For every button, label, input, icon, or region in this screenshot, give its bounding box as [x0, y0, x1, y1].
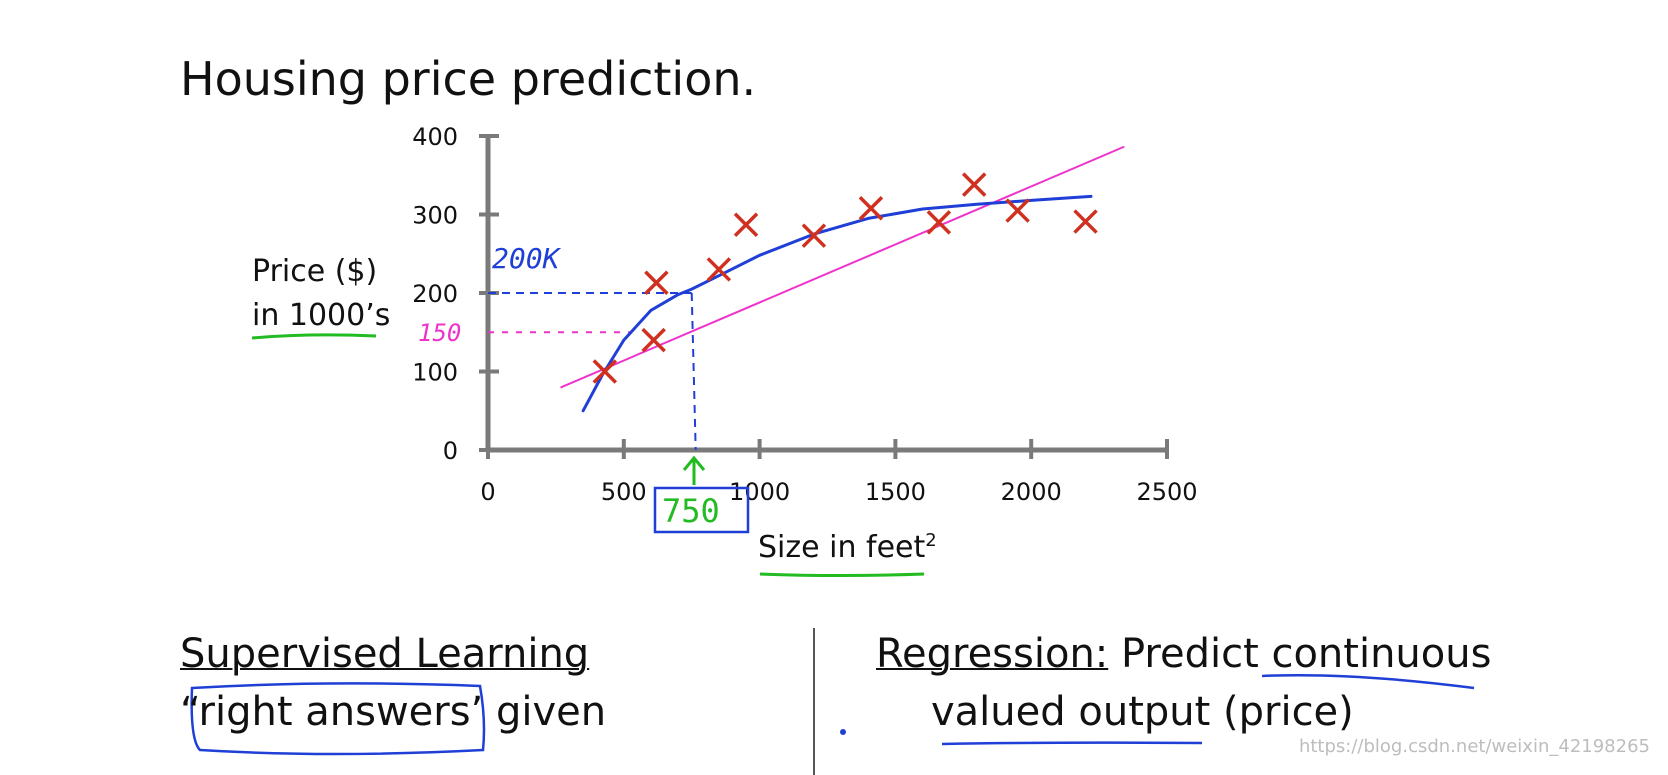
y-axis-label-line1: Price ($) [252, 254, 378, 289]
stray-dot [840, 729, 846, 735]
annotation-guides [488, 292, 697, 451]
quadratic-fit-line [581, 194, 1093, 413]
annotation-750-box [653, 486, 750, 534]
given-text: given [483, 689, 607, 735]
y-tick-label: 100 [412, 359, 458, 387]
annotation-750: 750 [662, 492, 720, 530]
regression-line2: valued output (price) [876, 683, 1491, 741]
marker-stroke [1005, 198, 1030, 223]
y-axis-label: Price ($) in 1000’s [252, 250, 390, 338]
data-point-marker [641, 327, 666, 353]
valued-output-underline [941, 741, 1203, 746]
data-point-marker [1073, 209, 1098, 234]
x-axis-label: Size in feet2 [758, 530, 937, 565]
watermark: https://blog.csdn.net/weixin_42198265 [1298, 736, 1650, 757]
data-point-marker [592, 359, 618, 384]
page-title: Housing price prediction. [180, 52, 757, 106]
annotation-200k: 200K [492, 242, 562, 275]
data-point-marker [706, 257, 732, 282]
continuous-underline [1261, 673, 1475, 690]
regression-price: (price) [1210, 689, 1354, 735]
supervised-learning-block: Supervised Learning “right answers’ give… [180, 625, 606, 741]
marker-stroke [706, 257, 732, 282]
regression-predict: Predict [1108, 631, 1272, 677]
x-tick-label: 1500 [865, 478, 926, 506]
marker-stroke [1073, 209, 1098, 234]
arrow-up-icon [682, 455, 706, 485]
regression-block: Regression: Predict continuous valued ou… [876, 625, 1491, 741]
marker-stroke [592, 359, 618, 384]
y-tick-label: 200 [412, 280, 458, 308]
x-axis-label-text: Size in feet [758, 530, 926, 565]
supervised-learning-heading: Supervised Learning [180, 631, 590, 677]
y-tick-label: 300 [412, 202, 458, 230]
handwritten-notes: 200K 150 750 [190, 242, 1475, 756]
marker-stroke [858, 195, 884, 221]
ylabel-underline [251, 333, 377, 340]
x-tick-label: 500 [601, 478, 647, 506]
x-tick-label: 2500 [1136, 478, 1197, 506]
annotation-150: 150 [418, 319, 461, 347]
marker-stroke [961, 172, 987, 197]
data-point-marker [961, 172, 987, 197]
y-tick-label: 0 [443, 437, 458, 465]
x-axis-label-superscript: 2 [925, 530, 937, 551]
regression-line1: Regression: Predict continuous [876, 625, 1491, 683]
right-answers-circle [190, 682, 486, 756]
vertical-divider [813, 628, 815, 775]
regression-valued-output: valued output [931, 689, 1211, 735]
y-tick-label: 400 [412, 123, 458, 151]
data-markers [592, 172, 1098, 384]
marker-stroke [641, 327, 666, 353]
regression-heading: Regression: [876, 631, 1109, 677]
right-answers-open-quote: “ [180, 689, 199, 735]
data-point-marker [733, 212, 759, 237]
linear-fit-line [560, 146, 1125, 389]
data-point-marker [858, 195, 884, 221]
data-point-marker [801, 223, 827, 248]
x-tick-label: 0 [480, 478, 495, 506]
marker-stroke [926, 210, 952, 235]
data-point-marker [644, 270, 669, 296]
chart-axes: 0 500 1000 1500 2000 2500 0 100 200 300 400 [412, 123, 1197, 506]
right-answers-line: “right answers’ given [180, 683, 606, 741]
data-point-marker [1005, 198, 1030, 223]
right-answers-text: right answers’ [198, 689, 484, 735]
marker-stroke [801, 223, 827, 248]
xlabel-underline [759, 572, 925, 577]
regression-continuous: continuous [1271, 631, 1492, 677]
marker-stroke [644, 270, 669, 296]
data-point-marker [926, 210, 952, 235]
guide-750-vertical [690, 292, 697, 451]
x-tick-label: 2000 [1001, 478, 1062, 506]
x-tick-label: 1000 [729, 478, 790, 506]
y-axis-label-line2: in 1000’s [252, 298, 391, 333]
fit-lines [560, 146, 1125, 413]
marker-stroke [733, 212, 759, 237]
